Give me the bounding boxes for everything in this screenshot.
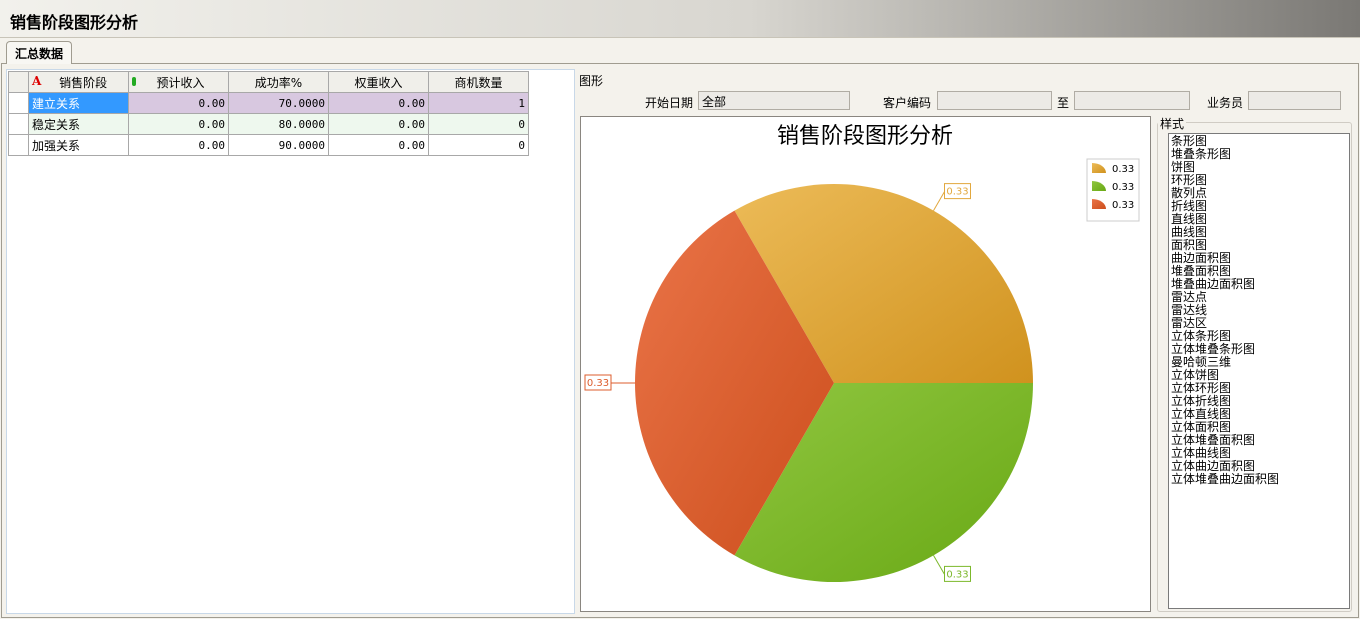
style-option[interactable]: 立体堆叠曲边面积图 [1171,472,1280,486]
pie-slice[interactable] [635,210,834,556]
style-option[interactable]: 饼图 [1171,160,1196,174]
cell-count[interactable]: 0 [428,113,529,135]
leader-line [933,191,945,211]
col-expected[interactable]: 预计收入 [128,71,229,93]
style-option[interactable]: 曲线图 [1171,225,1208,239]
leader-line [933,555,945,575]
legend-swatch [1092,163,1106,173]
grid-header-row: A 销售阶段 预计收入 成功率% 权重收入 商机数量 [8,71,529,93]
style-option[interactable]: 环形图 [1171,173,1208,187]
legend-entry: 0.33 [1112,182,1134,193]
data-label: 0.33 [946,187,968,198]
col-count[interactable]: 商机数量 [428,71,529,93]
legend-swatch [1092,199,1106,209]
title-bar: 销售阶段图形分析 [0,0,1360,38]
tab-summary-data[interactable]: 汇总数据 [6,41,72,64]
style-option[interactable]: 立体曲线图 [1171,446,1232,460]
cell-expected[interactable]: 0.00 [128,92,229,114]
style-option[interactable]: 曼哈顿三维 [1171,355,1232,369]
data-label: 0.33 [946,569,968,580]
style-option[interactable]: 立体曲边面积图 [1171,459,1256,473]
style-option[interactable]: 立体环形图 [1171,381,1232,395]
chart-style-list[interactable]: 条形图 堆叠条形图 饼图 环形图 散列点 折线图 直线图 曲线图 面积图 曲边面积图 堆叠面积图 堆叠… [1168,133,1350,609]
legend: 0.33 0.33 0.33 [1086,158,1140,222]
row-indicator-header [8,71,29,93]
col-weighted[interactable]: 权重收入 [328,71,429,93]
cell-stage[interactable]: 加强关系 [28,134,129,156]
chart-title: 销售阶段图形分析 [777,124,953,149]
cell-count[interactable]: 0 [428,134,529,156]
cell-rate[interactable]: 80.0000 [228,113,329,135]
styles-group: 样式 条形图 堆叠条形图 饼图 环形图 散列点 折线图 直线图 曲线图 面积图 曲边面积图 堆叠面积… [1157,115,1352,612]
chart-panel: 图形 开始日期 全部 客户编码 至 业务员 销售阶段图形分析 0.33 0.33 0… [577,69,1355,614]
table-row[interactable]: 建立关系 0.00 70.0000 0.00 1 [8,92,529,114]
style-option[interactable]: 堆叠面积图 [1171,264,1232,278]
style-option[interactable]: 折线图 [1171,199,1208,213]
style-option[interactable]: 立体折线图 [1171,394,1232,408]
customer-code-from-field[interactable] [937,91,1052,110]
to-label: 至 [1057,96,1070,110]
pie-slice[interactable] [734,184,1034,383]
chart-group-label: 图形 [579,74,604,88]
pie-chart: 销售阶段图形分析 0.33 0.33 0.33 0.33 0.33 0.33 [584,124,1140,582]
data-grid: A 销售阶段 预计收入 成功率% 权重收入 商机数量 建立关系 0.00 70.0… [6,69,575,614]
salesman-field[interactable] [1248,91,1341,110]
start-date-field[interactable]: 全部 [698,91,850,110]
col-label: 预计收入 [156,75,205,90]
customer-code-label: 客户编码 [883,96,932,110]
style-option[interactable]: 立体堆叠条形图 [1171,342,1256,356]
style-option[interactable]: 堆叠条形图 [1171,147,1232,161]
cell-expected[interactable]: 0.00 [128,113,229,135]
style-option[interactable]: 条形图 [1171,134,1208,148]
col-rate[interactable]: 成功率% [228,71,329,93]
style-option[interactable]: 雷达区 [1171,316,1208,330]
table-row[interactable]: 稳定关系 0.00 80.0000 0.00 0 [8,113,529,135]
data-label-box [944,183,971,200]
cell-rate[interactable]: 90.0000 [228,134,329,156]
row-indicator[interactable] [8,113,29,135]
style-option[interactable]: 立体条形图 [1171,329,1232,343]
style-option[interactable]: 散列点 [1171,186,1208,200]
legend-entry: 0.33 [1112,164,1134,175]
row-indicator[interactable] [8,134,29,156]
data-label-box [944,565,971,582]
chart-area: 销售阶段图形分析 0.33 0.33 0.33 0.33 0.33 0.33 [580,116,1151,612]
salesman-label: 业务员 [1207,96,1244,110]
data-label-box [584,374,612,391]
col-label: 销售阶段 [59,75,108,90]
cell-weighted[interactable]: 0.00 [328,113,429,135]
customer-code-to-field[interactable] [1074,91,1190,110]
legend-entry: 0.33 [1112,200,1134,211]
cell-weighted[interactable]: 0.00 [328,134,429,156]
cell-stage[interactable]: 稳定关系 [28,113,129,135]
cell-count[interactable]: 1 [428,92,529,114]
legend-swatch [1092,181,1106,191]
cell-stage[interactable]: 建立关系 [28,92,129,114]
row-indicator[interactable] [8,92,29,114]
pie-slice[interactable] [734,383,1034,582]
style-option[interactable]: 堆叠曲边面积图 [1171,277,1256,291]
data-label: 0.33 [587,378,609,389]
col-stage[interactable]: A 销售阶段 [28,71,129,93]
cell-expected[interactable]: 0.00 [128,134,229,156]
text-type-icon: A [32,73,42,88]
style-option[interactable]: 立体直线图 [1171,407,1232,421]
cell-weighted[interactable]: 0.00 [328,92,429,114]
style-option[interactable]: 立体饼图 [1171,368,1220,382]
cell-rate[interactable]: 70.0000 [228,92,329,114]
style-option[interactable]: 曲边面积图 [1171,251,1232,265]
window-title: 销售阶段图形分析 [10,13,139,32]
style-option[interactable]: 立体面积图 [1171,420,1232,434]
style-option[interactable]: 面积图 [1171,238,1208,252]
style-option[interactable]: 雷达线 [1171,303,1208,317]
style-option[interactable]: 直线图 [1171,212,1208,226]
styles-label: 样式 [1158,115,1187,132]
start-date-label: 开始日期 [645,96,694,110]
table-row[interactable]: 加强关系 0.00 90.0000 0.00 0 [8,134,529,156]
style-option[interactable]: 立体堆叠面积图 [1171,433,1256,447]
number-type-icon [132,76,136,86]
style-option[interactable]: 雷达点 [1171,290,1208,304]
